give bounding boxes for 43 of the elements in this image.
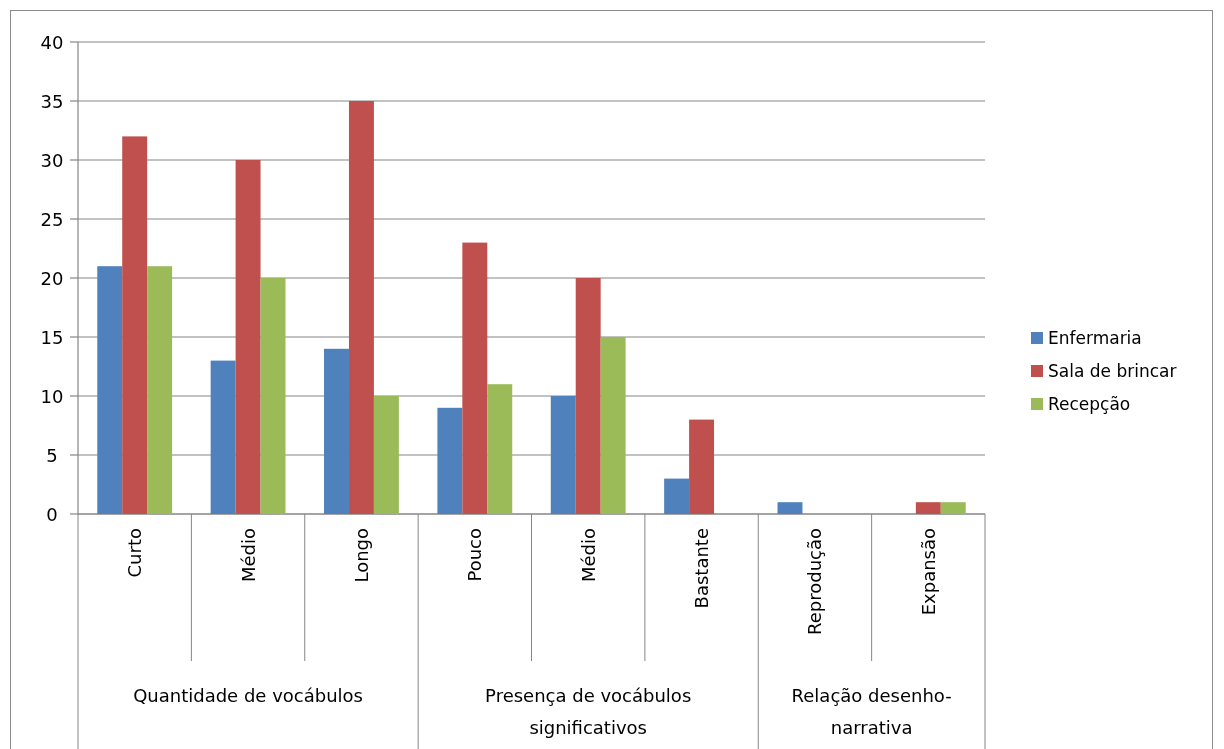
bar (777, 502, 803, 514)
bar (235, 160, 261, 514)
x-tick-label: Longo (350, 528, 372, 583)
x-tick-label: Médio (237, 528, 259, 583)
bar (210, 360, 236, 514)
x-tick-label: Expansão (917, 528, 939, 616)
bar (689, 419, 715, 514)
bar (147, 266, 173, 514)
text: Relação desenho-narrativa (791, 684, 952, 738)
legend-label: Sala de brincar (1048, 361, 1177, 381)
bar (324, 348, 349, 514)
bar (664, 478, 690, 514)
x-tick-label: Pouco (464, 528, 486, 582)
y-tick-label: 40 (40, 31, 64, 53)
y-tick-label: 5 (46, 444, 58, 466)
y-tick-label: 0 (46, 503, 58, 525)
x-tick-label: Bastante (691, 528, 713, 609)
legend-label: Recepção (1048, 394, 1131, 414)
text: Quantidade de vocábulos (133, 684, 363, 706)
y-tick-label: 20 (40, 267, 64, 289)
bar (940, 502, 966, 514)
text: Presença de vocábulos significativos (485, 684, 692, 738)
bar (373, 396, 399, 514)
x-tick-label: Curto (124, 528, 146, 578)
y-tick-label: 10 (40, 385, 64, 407)
bar (437, 407, 463, 514)
bar (600, 337, 626, 514)
y-tick-label: 30 (40, 149, 64, 171)
bar (462, 242, 488, 514)
bar (550, 396, 576, 514)
y-tick-label: 15 (40, 326, 64, 348)
bar (915, 502, 941, 514)
y-tick-label: 35 (40, 90, 64, 112)
bar (575, 278, 601, 514)
y-tick-label: 25 (40, 208, 64, 230)
bar (348, 101, 374, 514)
bar (97, 266, 123, 514)
bar (487, 384, 513, 514)
bar (260, 278, 286, 514)
x-tick-label: Médio (577, 528, 599, 583)
bar (122, 136, 148, 514)
legend-label: Enfermaria (1048, 328, 1142, 348)
x-tick-label: Reprodução (804, 528, 826, 635)
